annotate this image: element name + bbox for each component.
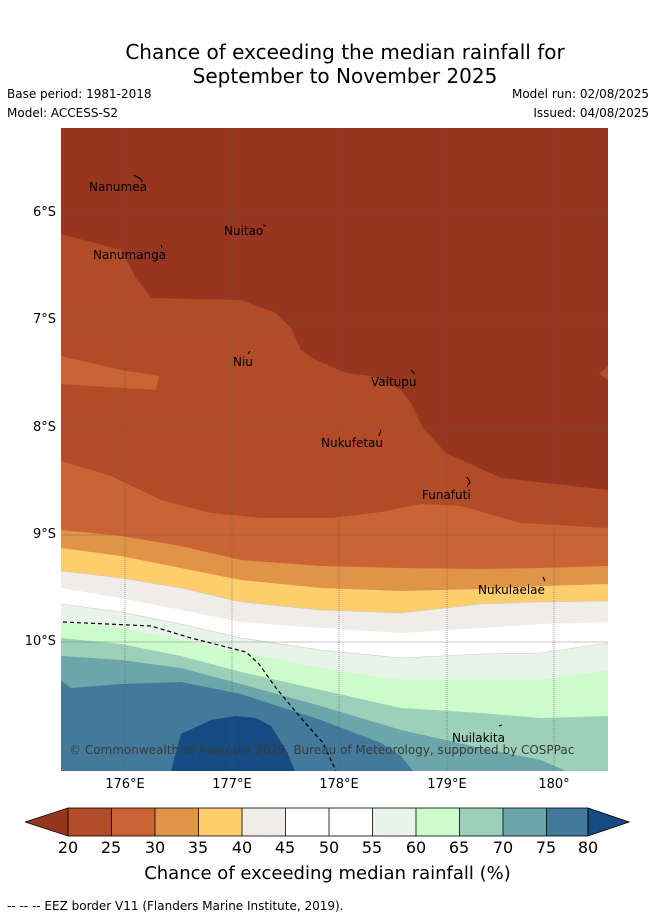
colorbar-tick-label: 45 — [274, 838, 296, 857]
title-line-1: Chance of exceeding the median rainfall … — [125, 40, 565, 64]
lon-tick-label: 180° — [538, 777, 570, 792]
model-name: Model: ACCESS-S2 — [7, 106, 119, 120]
colorbar-tick-label: 65 — [448, 838, 470, 857]
colorbar-segment — [416, 808, 460, 836]
colorbar-segment — [155, 808, 199, 836]
colorbar-segment — [372, 808, 416, 836]
map-title: Chance of exceeding the median rainfall … — [0, 40, 655, 88]
copyright-notice: © Commonwealth of Australia 2025, Bureau… — [69, 743, 575, 757]
lon-tick-label: 178°E — [319, 777, 359, 792]
lon-tick-label: 177°E — [212, 777, 252, 792]
colorbar-tick-label: 55 — [361, 838, 383, 857]
rainfall-map: Nanumea Nuitao Nanumanga Niu Vaitupu Nuk… — [61, 128, 608, 771]
band-20-25-lobe — [599, 366, 608, 380]
place-label: Niu — [233, 355, 253, 369]
place-label: Nuitao — [224, 224, 264, 238]
title-line-2: September to November 2025 — [192, 64, 498, 88]
colorbar-segment — [68, 808, 112, 836]
lat-tick-label: 8°S — [32, 420, 56, 435]
colorbar-segment — [242, 808, 286, 836]
contour-lines — [61, 570, 608, 659]
place-label: Nanumea — [89, 180, 147, 194]
map-contours — [61, 128, 608, 771]
eez-legend-note: -- -- -- EEZ border V11 (Flanders Marine… — [7, 899, 344, 913]
place-label: Vaitupu — [371, 375, 417, 389]
lat-tick-label: 10°S — [24, 634, 56, 649]
base-period: Base period: 1981-2018 — [7, 87, 152, 101]
colorbar-segment — [111, 808, 155, 836]
colorbar-title: Chance of exceeding median rainfall (%) — [144, 863, 511, 884]
colorbar-segment — [503, 808, 547, 836]
colorbar-tick-label: 20 — [57, 838, 79, 857]
colorbar-tick-label: 25 — [100, 838, 122, 857]
colorbar-segment — [546, 808, 588, 836]
lat-tick-label: 7°S — [32, 312, 56, 327]
place-label: Nukufetau — [321, 436, 384, 450]
colorbar-tick-label: 60 — [405, 838, 427, 857]
colorbar-tick-label: 70 — [492, 838, 514, 857]
colorbar-tick-label: 80 — [577, 838, 599, 857]
lat-tick-label: 6°S — [32, 205, 56, 220]
lon-tick-label: 179°E — [427, 777, 467, 792]
place-label: Nuilakita — [452, 731, 505, 745]
colorbar-segment — [459, 808, 503, 836]
place-label: Nanumanga — [93, 248, 167, 262]
issued-date: Issued: 04/08/2025 — [533, 106, 649, 120]
lon-tick-label: 176°E — [105, 777, 145, 792]
colorbar-tick-label: 35 — [187, 838, 209, 857]
island-outlines — [133, 174, 546, 727]
band-25-30-lobe — [61, 356, 159, 390]
colorbar-segment — [198, 808, 242, 836]
colorbar-tick-label: 50 — [318, 838, 340, 857]
graticule — [61, 128, 608, 771]
band-above-80 — [171, 716, 295, 771]
model-run: Model run: 02/08/2025 — [511, 87, 649, 101]
colorbar-arrow-low — [25, 807, 69, 837]
colorbar-tick-label: 30 — [144, 838, 166, 857]
colorbar-dividers — [67, 807, 589, 837]
place-label: Funafuti — [422, 488, 471, 502]
colorbar-tick-label: 75 — [535, 838, 557, 857]
colorbar — [25, 807, 630, 837]
lat-tick-label: 9°S — [32, 527, 56, 542]
colorbar-tick-label: 40 — [231, 838, 253, 857]
eez-border-line — [62, 621, 337, 771]
colorbar-arrow-high — [587, 807, 630, 837]
place-label: Nukulaelae — [478, 583, 545, 597]
